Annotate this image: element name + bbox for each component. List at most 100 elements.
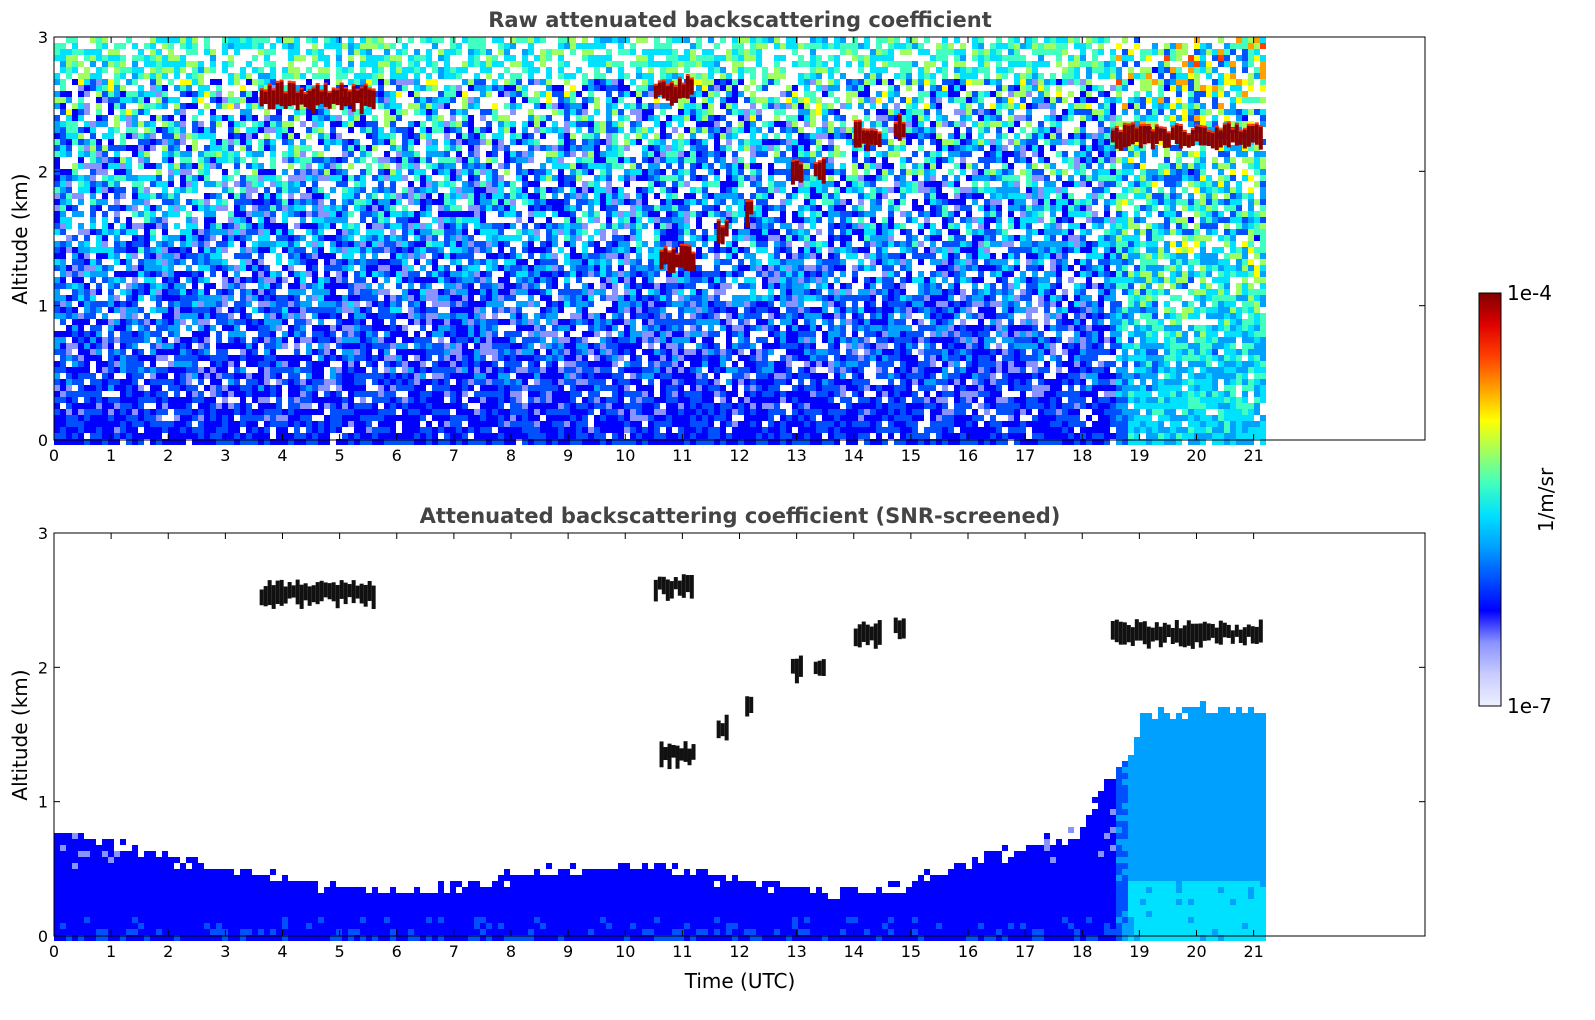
heatmap-cell [234, 181, 240, 187]
heatmap-cell [198, 205, 204, 211]
heatmap-cell [336, 73, 342, 79]
heatmap-cell [456, 109, 462, 115]
heatmap-cell [114, 301, 120, 307]
heatmap-cell [180, 187, 186, 193]
heatmap-cell [204, 277, 210, 283]
heatmap-cell [522, 187, 528, 193]
heatmap-cell [180, 295, 186, 301]
heatmap-cell [60, 253, 66, 259]
heatmap-cell [402, 217, 408, 223]
heatmap-cell [534, 211, 540, 217]
heatmap-cell [522, 91, 528, 97]
heatmap-cell [150, 439, 156, 445]
heatmap-cell [318, 169, 324, 175]
heatmap-cell [222, 247, 228, 253]
heatmap-cell [420, 403, 426, 409]
heatmap-cell [396, 175, 402, 181]
heatmap-cell [414, 109, 420, 115]
heatmap-cell [438, 55, 444, 61]
heatmap-cell [408, 283, 414, 289]
heatmap-cell [120, 397, 126, 403]
heatmap-cell [60, 199, 66, 205]
heatmap-cell [348, 127, 354, 133]
heatmap-cell [258, 259, 264, 265]
heatmap-cell [378, 127, 384, 133]
heatmap-cell [576, 115, 582, 121]
heatmap-cell [408, 91, 414, 97]
heatmap-cell [156, 103, 162, 109]
heatmap-cell [318, 421, 324, 427]
heatmap-cell [480, 313, 486, 319]
heatmap-cell [216, 259, 222, 265]
heatmap-cell [468, 409, 474, 415]
heatmap-cell [408, 67, 414, 73]
heatmap-cell [342, 271, 348, 277]
heatmap-cell [138, 349, 144, 355]
heatmap-cell [282, 277, 288, 283]
heatmap-cell [132, 385, 138, 391]
heatmap-cell [438, 355, 444, 361]
heatmap-cell [522, 247, 528, 253]
heatmap-cell [156, 73, 162, 79]
heatmap-cell [348, 109, 354, 115]
heatmap-cell [66, 331, 72, 337]
heatmap-cell [588, 265, 594, 271]
heatmap-cell [336, 163, 342, 169]
heatmap-cell [366, 361, 372, 367]
heatmap-cell [606, 319, 612, 325]
heatmap-cell [324, 289, 330, 295]
heatmap-cell [366, 235, 372, 241]
heatmap-cell [438, 211, 444, 217]
heatmap-cell [72, 205, 78, 211]
heatmap-cell [108, 343, 114, 349]
heatmap-cell [60, 229, 66, 235]
heatmap-cell [102, 175, 108, 181]
heatmap-cell [462, 301, 468, 307]
heatmap-cell [204, 385, 210, 391]
heatmap-cell [156, 415, 162, 421]
heatmap-cell [90, 229, 96, 235]
heatmap-cell [294, 391, 300, 397]
heatmap-cell [408, 163, 414, 169]
heatmap-cell [168, 55, 174, 61]
heatmap-cell [420, 313, 426, 319]
heatmap-cell [360, 433, 366, 439]
heatmap-cell [258, 79, 264, 85]
heatmap-cell [354, 241, 360, 247]
heatmap-cell [216, 247, 222, 253]
heatmap-cell [588, 253, 594, 259]
heatmap-cell [384, 355, 390, 361]
heatmap-cell [594, 355, 600, 361]
heatmap-cell [564, 61, 570, 67]
heatmap-cell [570, 439, 576, 445]
heatmap-cell [360, 127, 366, 133]
heatmap-cell [354, 43, 360, 49]
heatmap-cell [90, 421, 96, 427]
heatmap-cell [594, 121, 600, 127]
heatmap-cell [78, 403, 84, 409]
heatmap-cell [96, 379, 102, 385]
heatmap-cell [54, 283, 60, 289]
heatmap-cell [246, 145, 252, 151]
heatmap-cell [498, 49, 504, 55]
heatmap-cell [84, 391, 90, 397]
heatmap-cell [276, 391, 282, 397]
heatmap-cell [276, 397, 282, 403]
heatmap-cell [186, 421, 192, 427]
heatmap-cell [216, 415, 222, 421]
heatmap-cell [432, 127, 438, 133]
heatmap-cell [438, 97, 444, 103]
heatmap-cell [516, 421, 522, 427]
heatmap-cell [540, 55, 546, 61]
heatmap-cell [204, 421, 210, 427]
heatmap-cell [150, 37, 156, 43]
heatmap-cell [432, 259, 438, 265]
heatmap-cell [414, 73, 420, 79]
heatmap-cell [342, 295, 348, 301]
heatmap-cell [246, 151, 252, 157]
heatmap-cell [534, 193, 540, 199]
heatmap-cell [216, 181, 222, 187]
heatmap-cell [522, 259, 528, 265]
heatmap-cell [498, 397, 504, 403]
heatmap-cell [210, 115, 216, 121]
